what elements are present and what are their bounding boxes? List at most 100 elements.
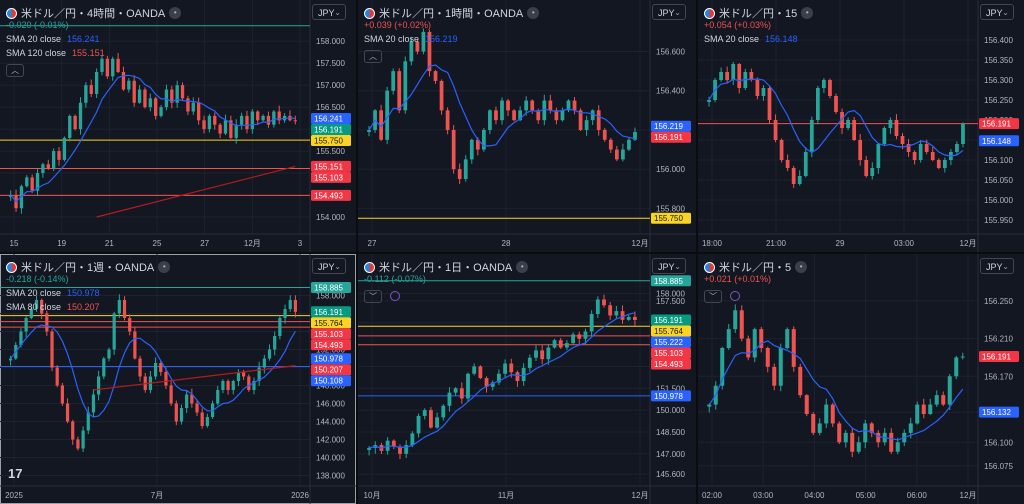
currency-selector[interactable]: JPY ⌄ [652, 258, 686, 274]
indicator-legend[interactable]: SMA 120 close 155.151 [6, 48, 105, 58]
x-tick-label: 12月 [960, 491, 977, 500]
x-tick-label: 03:00 [894, 239, 915, 248]
candle-body [496, 373, 501, 383]
indicator-legend[interactable]: SMA 20 close 156.148 [704, 34, 798, 44]
y-tick-label: 156.000 [984, 196, 1013, 205]
pair-logo-icon [6, 7, 17, 19]
chart-panel-p6[interactable]: 156.075 156.100 156.132 156.170 156.210 156.2… [698, 254, 1024, 504]
y-tick-label: 158.000 [656, 290, 685, 299]
candle-body [472, 366, 477, 374]
currency-selector[interactable]: JPY ⌄ [652, 4, 686, 20]
candle-body [379, 110, 383, 140]
candle-body [791, 329, 796, 367]
settings-icon[interactable]: • [527, 7, 540, 19]
price-badge [651, 212, 691, 224]
chart-title[interactable]: 米ドル／円・5 • [704, 259, 808, 275]
chart-title[interactable]: 米ドル／円・1週・OANDA • [6, 259, 171, 275]
y-tick-label: 144.000 [316, 418, 345, 427]
y-tick-label: 147.000 [656, 450, 685, 459]
indicator-legend[interactable]: SMA 80 close 150.207 [6, 302, 100, 312]
price-badge [979, 350, 1019, 362]
collapse-legend-button[interactable]: ︿ [364, 50, 382, 63]
chart-panel-p5[interactable]: 145.600147.000148.500150.000151.500153.0… [358, 254, 696, 504]
settings-icon[interactable]: • [169, 7, 182, 19]
y-tick-label: 157.500 [316, 59, 345, 68]
collapse-legend-button[interactable]: ︿ [6, 64, 24, 77]
symbol-title: 米ドル／円・1時間・OANDA [379, 8, 524, 20]
chart-title[interactable]: 米ドル／円・4時間・OANDA • [6, 5, 182, 21]
candle-body [91, 394, 96, 413]
currency-selector[interactable]: JPY ⌄ [312, 4, 346, 20]
candle-body [934, 395, 939, 405]
chart-panel-p4[interactable]: 138.000140.000142.000144.000146.000148.0… [0, 254, 356, 504]
y-tick-label: 156.050 [984, 176, 1013, 185]
indicator-legend[interactable]: SMA 20 close 156.241 [6, 34, 100, 44]
candle-body [404, 445, 409, 454]
price-badge-label: 156.191 [654, 316, 683, 325]
sma-line [10, 74, 296, 203]
candle-body [277, 111, 281, 121]
currency-selector[interactable]: JPY ⌄ [312, 258, 346, 274]
indicator-legend[interactable]: SMA 20 close 150.978 [6, 288, 100, 298]
candle-body [441, 405, 446, 418]
candle-body [595, 299, 600, 315]
candle-body [45, 313, 49, 332]
chart-svg[interactable]: 154.000154.500155.000155.500156.000156.5… [0, 0, 356, 252]
y-tick-label: 156.000 [656, 165, 685, 174]
candle-body [803, 152, 808, 176]
currency-selector[interactable]: JPY ⌄ [980, 258, 1014, 274]
price-change: +0.021 (+0.01%) [704, 274, 772, 284]
chart-title[interactable]: 米ドル／円・15 • [704, 5, 814, 21]
candle-body [65, 403, 70, 422]
chart-svg[interactable]: 156.075 156.100 156.132 156.170 156.210 156.2… [698, 254, 1024, 504]
currency-selector[interactable]: JPY ⌄ [980, 4, 1014, 20]
candle-body [850, 432, 855, 452]
candle-body [895, 442, 900, 452]
candle-body [29, 309, 33, 318]
indicator-value: 150.978 [67, 288, 100, 298]
candle-body [856, 442, 861, 452]
candle-body [175, 85, 179, 103]
settings-icon[interactable]: • [158, 261, 171, 273]
price-badge-label: 156.132 [982, 408, 1011, 417]
y-tick-label: 157.000 [316, 81, 345, 90]
candle-body [554, 110, 559, 121]
candle-body [40, 300, 44, 314]
candle-body [590, 110, 595, 121]
candle-body [385, 90, 390, 140]
chart-panel-p2[interactable]: 155.800156.000156.200156.400156.60027281… [358, 0, 696, 252]
chart-svg[interactable]: 155.800156.000156.200156.400156.60027281… [358, 0, 696, 252]
candle-body [195, 403, 199, 413]
indicator-legend[interactable]: SMA 20 close 156.219 [364, 34, 458, 44]
y-tick-label: 156.250 [984, 297, 1013, 306]
indicator-value: 155.151 [72, 48, 105, 58]
settings-icon[interactable]: • [801, 7, 814, 19]
price-change: -0.218 (-0.14%) [6, 274, 69, 284]
chart-svg[interactable]: 145.600147.000148.500150.000151.500153.0… [358, 254, 696, 504]
candle-body [494, 110, 498, 121]
settings-icon[interactable]: • [795, 261, 808, 273]
candle-body [733, 310, 738, 330]
chart-title[interactable]: 米ドル／円・1時間・OANDA • [364, 5, 540, 21]
chart-svg[interactable]: 138.000140.000142.000144.000146.000148.0… [0, 254, 356, 504]
chart-title[interactable]: 米ドル／円・1日・OANDA • [364, 259, 529, 275]
candle-body [578, 110, 583, 130]
chart-panel-p3[interactable]: 155.950156.000156.050156.100156.150156.2… [698, 0, 1024, 252]
candle-body [961, 123, 965, 144]
collapse-legend-button[interactable]: ﹀ [704, 290, 722, 303]
price-badge [651, 314, 691, 326]
candle-body [930, 152, 935, 160]
settings-icon[interactable]: • [516, 261, 529, 273]
candle-body [475, 139, 480, 150]
candle-body [51, 151, 56, 169]
candle-body [936, 160, 941, 168]
chevron-down-icon: ⌄ [1002, 262, 1009, 271]
price-badge [311, 171, 351, 183]
candle-body [720, 348, 725, 386]
candle-body [367, 447, 372, 450]
chart-panel-p1[interactable]: 154.000154.500155.000155.500156.000156.5… [0, 0, 356, 252]
collapse-legend-button[interactable]: ﹀ [364, 290, 382, 303]
candle-body [457, 169, 462, 179]
price-badge [651, 131, 691, 143]
chart-svg[interactable]: 155.950156.000156.050156.100156.150156.2… [698, 0, 1024, 252]
